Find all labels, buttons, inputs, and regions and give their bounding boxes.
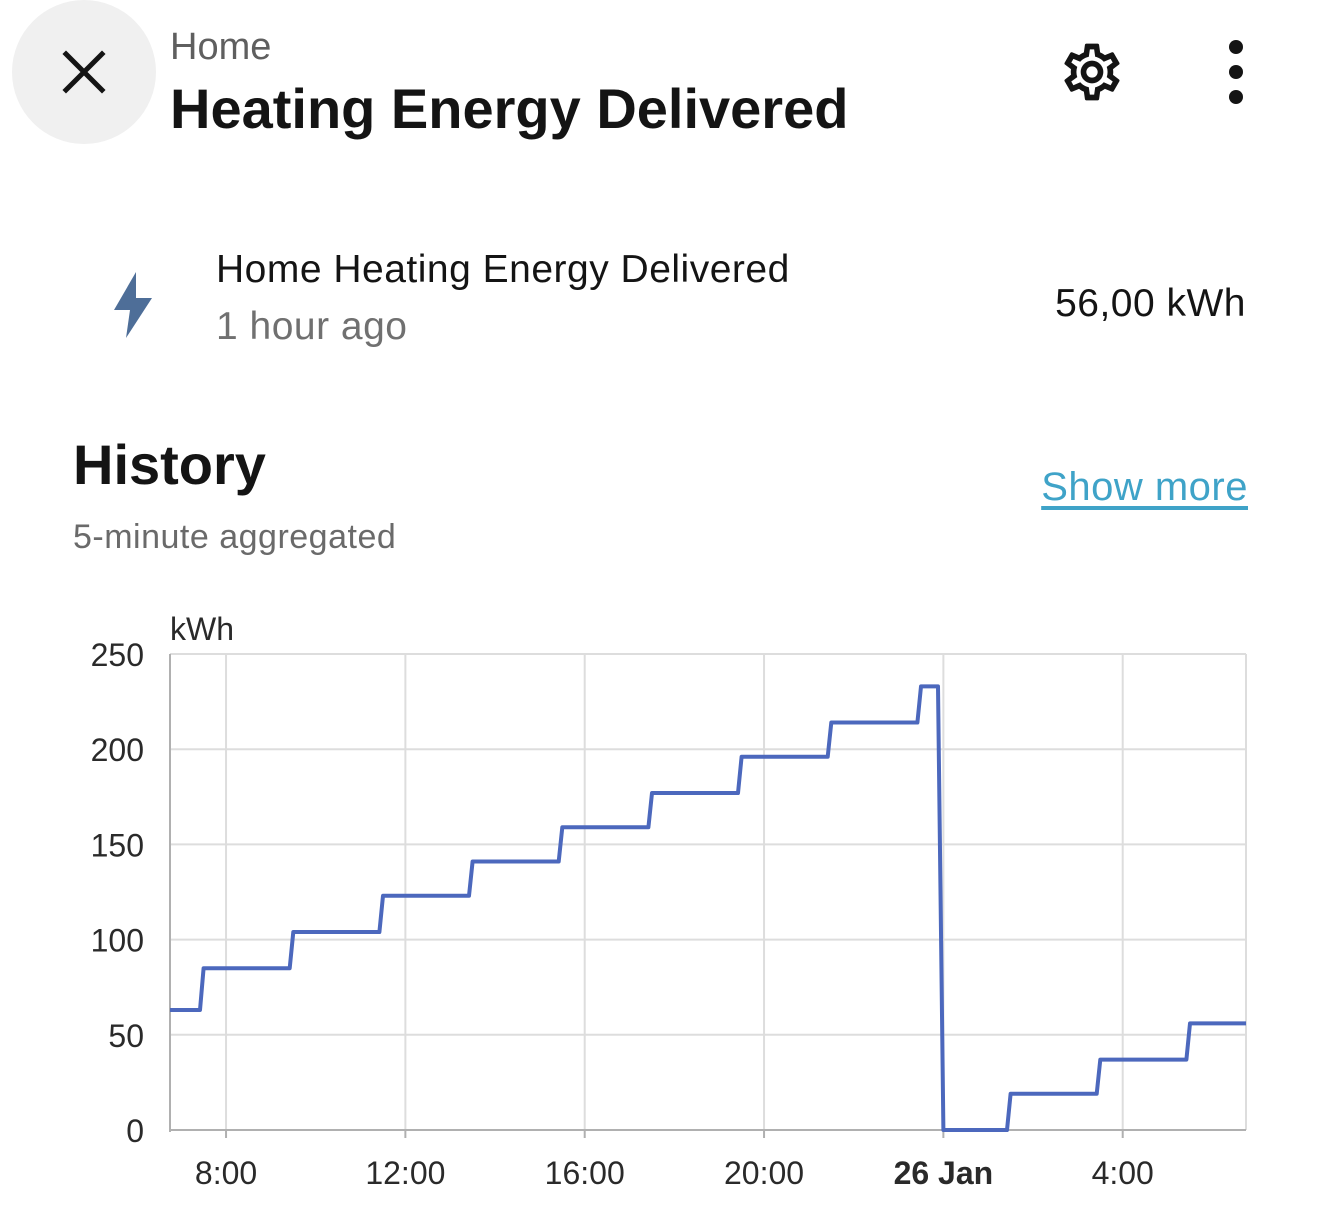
entity-last-changed: 1 hour ago [216,305,408,348]
more-options-button[interactable] [1214,40,1258,104]
more-vertical-icon-dot [1229,65,1243,79]
breadcrumb: Home [170,26,272,68]
page-title: Heating Energy Delivered [170,77,849,140]
entity-state: 56,00 kWh [1055,282,1246,325]
x-tick-label: 8:00 [195,1155,257,1191]
x-tick-label: 20:00 [724,1155,804,1191]
entity-name[interactable]: Home Heating Energy Delivered [216,248,790,291]
more-vertical-icon-dot [1229,40,1243,54]
close-button[interactable] [12,0,156,144]
y-tick-label: 250 [91,637,144,673]
show-more-link[interactable]: Show more [1041,465,1248,509]
x-tick-label: 4:00 [1092,1155,1154,1191]
lightning-bolt-icon [114,272,152,338]
history-title: History [73,433,266,496]
y-tick-label: 0 [126,1113,144,1149]
close-icon [62,50,106,94]
x-tick-label: 16:00 [545,1155,625,1191]
gear-icon[interactable] [1058,38,1126,106]
series-line[interactable] [170,684,1246,1132]
y-axis-unit-label: kWh [170,611,234,647]
y-tick-label: 50 [108,1018,144,1054]
more-vertical-icon-dot [1229,90,1243,104]
history-chart[interactable]: 0 50 100 150 200 250 8:00 12:00 16:00 20:00 26 Jan… [0,600,1320,1220]
y-tick-label: 200 [91,732,144,768]
x-tick-label: 12:00 [365,1155,445,1191]
y-tick-label: 150 [91,827,144,863]
history-subtitle: 5-minute aggregated [73,518,397,556]
x-tick-label: 26 Jan [894,1155,994,1191]
y-tick-label: 100 [91,923,144,959]
